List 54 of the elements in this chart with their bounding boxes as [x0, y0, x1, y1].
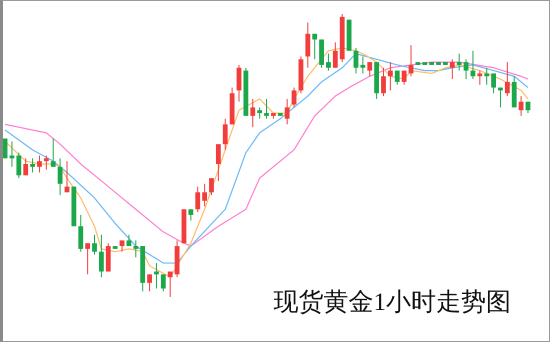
candlestick	[484, 67, 490, 86]
candlestick	[402, 70, 407, 86]
candlestick	[491, 72, 496, 94]
candlestick	[264, 98, 269, 120]
candlestick	[360, 56, 366, 74]
candlestick	[470, 50, 476, 80]
candlestick	[292, 87, 296, 108]
candlestick	[78, 214, 84, 252]
candlestick	[147, 274, 152, 292]
candlestick	[284, 98, 290, 125]
candlestick	[236, 64, 242, 102]
candlestick	[30, 158, 35, 173]
candlestick	[3, 138, 8, 159]
candlestick	[504, 62, 510, 97]
candlestick	[498, 87, 503, 108]
candlestick	[202, 183, 208, 207]
candlestick	[195, 186, 200, 213]
candlestick	[92, 234, 97, 256]
candlestick	[388, 62, 393, 91]
candlestick	[305, 22, 310, 68]
candlestick	[10, 140, 14, 168]
candlestick	[85, 242, 90, 275]
candlestick	[464, 58, 468, 80]
candlestick	[222, 118, 228, 150]
candlestick	[408, 44, 414, 77]
candlestick	[456, 53, 462, 72]
candlestick	[332, 42, 338, 68]
candlestick	[44, 155, 49, 170]
candlestick	[526, 101, 530, 114]
text: 现货黄金1小时走势图	[274, 288, 511, 318]
candlestick	[518, 96, 524, 116]
candlestick	[133, 240, 138, 258]
candlestick	[209, 178, 214, 196]
candlestick	[37, 155, 42, 173]
candlestick	[58, 158, 63, 196]
candlestick	[160, 274, 166, 292]
candlestick	[450, 58, 455, 80]
candlestick	[354, 47, 358, 74]
candlestick	[250, 98, 256, 128]
candlestick	[154, 262, 159, 290]
candlestick	[312, 33, 318, 60]
candlestick	[98, 234, 104, 278]
candlestick	[216, 144, 221, 182]
candlestick	[16, 152, 22, 179]
candlestick	[64, 160, 70, 193]
candlestick	[367, 62, 372, 77]
candlestick	[23, 158, 28, 176]
candlestick	[394, 70, 400, 86]
candlestick	[257, 106, 262, 120]
candlestick	[381, 67, 386, 97]
candlestick	[168, 271, 173, 298]
candlestick	[50, 138, 56, 168]
candlestick	[326, 53, 331, 72]
candlestick	[477, 70, 482, 86]
